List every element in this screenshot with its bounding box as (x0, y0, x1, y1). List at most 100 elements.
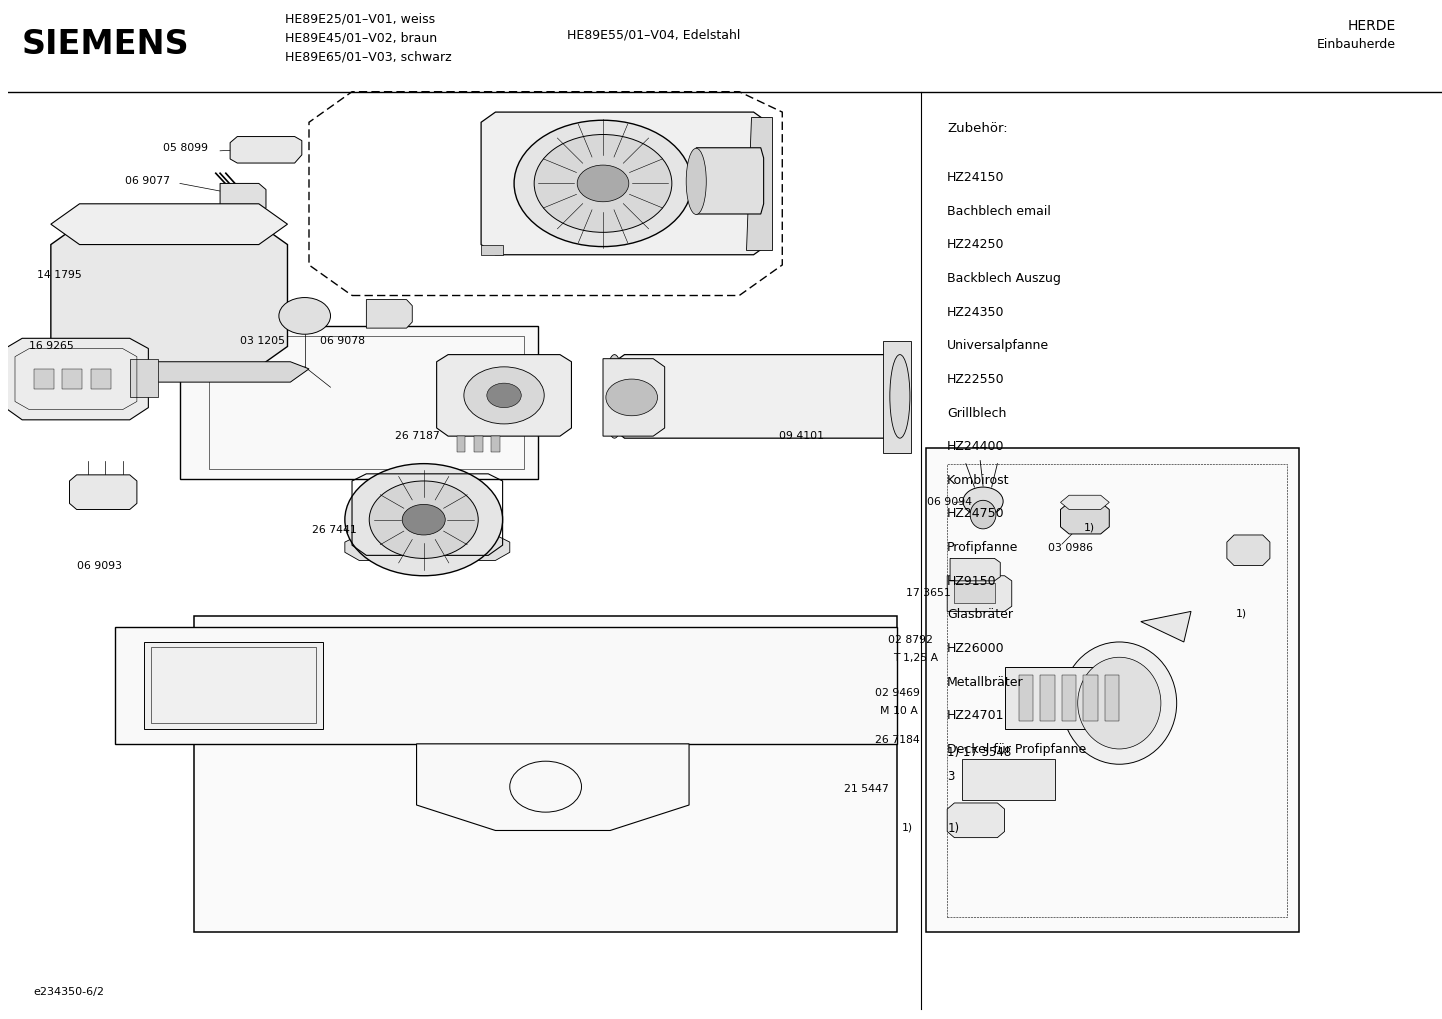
Polygon shape (1060, 502, 1109, 534)
Text: 26 7184: 26 7184 (875, 735, 920, 745)
Ellipse shape (1077, 657, 1161, 749)
Text: HZ26000: HZ26000 (947, 642, 1005, 655)
Polygon shape (1041, 675, 1054, 721)
Polygon shape (345, 535, 510, 560)
Text: SIEMENS: SIEMENS (22, 29, 189, 61)
Polygon shape (221, 183, 265, 214)
Text: HZ22550: HZ22550 (947, 373, 1005, 386)
Text: Profipfanne: Profipfanne (947, 541, 1018, 554)
Polygon shape (50, 204, 287, 245)
Ellipse shape (970, 500, 996, 529)
Text: HZ24350: HZ24350 (947, 306, 1005, 319)
Text: Bachblech email: Bachblech email (947, 205, 1051, 218)
Text: 06 9077: 06 9077 (125, 176, 170, 186)
Polygon shape (1061, 675, 1076, 721)
Text: 05 8099: 05 8099 (163, 143, 208, 153)
Text: HZ24701: HZ24701 (947, 709, 1005, 722)
Text: 1): 1) (947, 822, 959, 836)
Text: Einbauherde: Einbauherde (1317, 39, 1396, 51)
Text: 03 0986: 03 0986 (1047, 543, 1093, 553)
Polygon shape (1060, 495, 1109, 510)
Text: 06 9094: 06 9094 (927, 497, 972, 507)
Text: HZ9150: HZ9150 (947, 575, 996, 588)
Polygon shape (696, 148, 764, 214)
Text: 14 1795: 14 1795 (36, 270, 81, 280)
Polygon shape (482, 112, 769, 255)
Circle shape (369, 481, 479, 558)
Text: 03 1205: 03 1205 (241, 336, 286, 346)
Polygon shape (1227, 535, 1270, 566)
Polygon shape (1105, 675, 1119, 721)
Polygon shape (1083, 675, 1097, 721)
Polygon shape (603, 359, 665, 436)
Polygon shape (4, 338, 149, 420)
Polygon shape (962, 759, 1054, 800)
Text: Grillblech: Grillblech (947, 407, 1007, 420)
Polygon shape (437, 355, 571, 436)
Text: 06 9078: 06 9078 (320, 336, 365, 346)
Text: 1): 1) (1236, 608, 1246, 619)
Text: M 10 A: M 10 A (880, 706, 917, 716)
Circle shape (577, 165, 629, 202)
Text: HZ24150: HZ24150 (947, 171, 1005, 184)
Text: Zubehör:: Zubehör: (947, 122, 1008, 136)
Polygon shape (482, 245, 503, 255)
Circle shape (464, 367, 544, 424)
Text: Glasbräter: Glasbräter (947, 608, 1014, 622)
Polygon shape (180, 326, 538, 479)
Polygon shape (91, 369, 111, 389)
Polygon shape (33, 369, 53, 389)
Polygon shape (29, 362, 309, 382)
Text: T 1,25 A: T 1,25 A (893, 653, 937, 663)
Polygon shape (115, 627, 897, 744)
Text: 09 4101: 09 4101 (780, 431, 825, 441)
Polygon shape (144, 642, 323, 729)
Ellipse shape (890, 355, 910, 438)
Ellipse shape (1061, 642, 1177, 764)
Circle shape (402, 504, 446, 535)
Text: Universalpfanne: Universalpfanne (947, 339, 1050, 353)
Polygon shape (747, 117, 773, 250)
Polygon shape (947, 576, 1012, 611)
Polygon shape (457, 436, 466, 452)
Polygon shape (926, 448, 1299, 932)
Text: 26 7187: 26 7187 (395, 431, 440, 441)
Circle shape (487, 383, 521, 408)
Polygon shape (474, 436, 483, 452)
Circle shape (345, 464, 503, 576)
Text: HE89E25/01–V01, weiss
HE89E45/01–V02, braun
HE89E65/01–V03, schwarz: HE89E25/01–V01, weiss HE89E45/01–V02, br… (284, 12, 451, 63)
Text: 26 7441: 26 7441 (311, 525, 356, 535)
Text: HZ24400: HZ24400 (947, 440, 1005, 453)
Text: HZ24750: HZ24750 (947, 507, 1005, 521)
Polygon shape (69, 475, 137, 510)
Ellipse shape (686, 149, 707, 215)
Polygon shape (366, 300, 412, 328)
Polygon shape (1019, 675, 1034, 721)
Polygon shape (614, 355, 900, 438)
Text: HE89E55/01–V04, Edelstahl: HE89E55/01–V04, Edelstahl (567, 29, 741, 41)
Polygon shape (1005, 667, 1141, 729)
Text: e234350-6/2: e234350-6/2 (33, 986, 105, 997)
Circle shape (515, 120, 692, 247)
Circle shape (278, 298, 330, 334)
Text: Backblech Auszug: Backblech Auszug (947, 272, 1061, 285)
Text: 3: 3 (947, 770, 955, 784)
Polygon shape (417, 744, 689, 830)
Text: 06 9093: 06 9093 (76, 560, 121, 571)
Text: 02 8792: 02 8792 (888, 635, 933, 645)
Polygon shape (195, 616, 897, 932)
Text: 21 5447: 21 5447 (844, 784, 888, 794)
Polygon shape (955, 583, 995, 603)
Polygon shape (1141, 611, 1191, 642)
Text: Kombirost: Kombirost (947, 474, 1009, 487)
Text: HERDE: HERDE (1348, 19, 1396, 34)
Polygon shape (492, 436, 500, 452)
Text: HZ24250: HZ24250 (947, 238, 1005, 252)
Text: Deckel für Profipfanne: Deckel für Profipfanne (947, 743, 1086, 756)
Polygon shape (231, 137, 301, 163)
Text: 02 9469: 02 9469 (875, 688, 920, 698)
Text: 1): 1) (1083, 523, 1094, 533)
Text: 09 4228: 09 4228 (606, 173, 650, 183)
Polygon shape (947, 803, 1005, 838)
Polygon shape (883, 341, 911, 453)
